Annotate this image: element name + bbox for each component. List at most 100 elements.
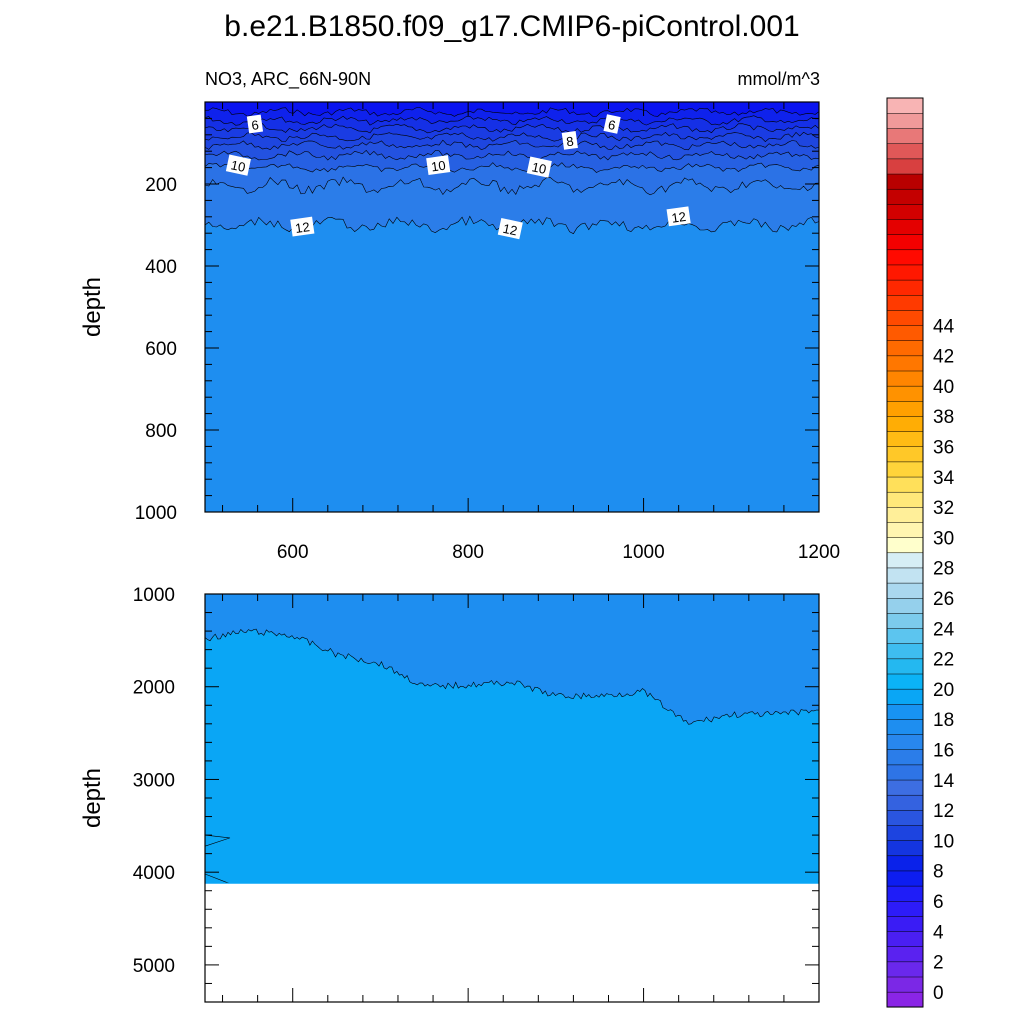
contour-label-text: 6	[250, 117, 259, 133]
colorbar-swatch	[886, 370, 924, 387]
colorbar-label: 38	[933, 407, 954, 428]
colorbar-swatch	[886, 703, 924, 720]
colorbar-swatch	[886, 961, 924, 978]
upper-frame	[204, 101, 820, 513]
colorbar-label: 42	[933, 347, 954, 368]
upper-panel: NO3, ARC_66N-90N mmol/m^3 6 6 8 10 10 10 12 12 1…	[79, 69, 840, 563]
upper-axis-ticks: 200 400 600 800 1000 600 800 1000 1200	[135, 102, 840, 563]
colorbar-swatch	[886, 885, 924, 902]
colorbar-swatch	[886, 552, 924, 569]
colorbar-swatch	[886, 325, 924, 341]
colorbar-swatch	[886, 582, 924, 599]
colorbar-swatch	[886, 203, 924, 220]
contour-line	[204, 107, 820, 117]
y-tick-label: 1000	[135, 503, 177, 524]
contour-label-box	[290, 216, 315, 237]
upper-fill-layers	[205, 102, 819, 512]
colorbar-swatch	[886, 537, 924, 554]
colorbar-label: 4	[933, 922, 944, 943]
colorbar-swatch	[886, 931, 924, 947]
colorbar-swatch	[886, 309, 924, 326]
x-tick-label: 600	[277, 542, 309, 563]
colorbar-label: 18	[933, 710, 954, 731]
colorbar-swatch	[886, 143, 924, 160]
contour-label: 8	[561, 131, 578, 150]
subtitle-units: mmol/m^3	[738, 69, 820, 89]
colorbar-label: 32	[933, 498, 954, 519]
contour-label-box	[561, 131, 578, 150]
lower-panel: 1000 2000 3000 4000 5000 depth	[79, 585, 820, 1003]
upper-fill-surface	[205, 102, 819, 108]
contour-label-text: 6	[607, 117, 617, 133]
contour-line	[204, 115, 819, 126]
colorbar-swatch	[886, 870, 924, 887]
contour-label: 10	[426, 155, 451, 176]
y-tick-label: 1000	[133, 585, 175, 606]
colorbar-swatch	[886, 128, 924, 145]
colorbar-label: 8	[933, 862, 944, 883]
contour-label: 10	[526, 156, 552, 178]
x-tick-label: 800	[452, 542, 484, 563]
y-tick-label: 800	[145, 421, 177, 442]
contour-label-text: 10	[230, 157, 247, 175]
x-tick-label: 1200	[798, 542, 840, 563]
contour-label-box	[426, 155, 451, 176]
contour-label-text: 12	[501, 221, 518, 239]
colorbar-label: 30	[933, 528, 954, 549]
contour-line	[204, 628, 820, 725]
colorbar-label: 20	[933, 680, 954, 701]
colorbar-label: 40	[933, 377, 954, 398]
contour-label-box	[497, 218, 523, 240]
y-tick-label: 600	[145, 339, 177, 360]
contour-label: 12	[497, 218, 523, 240]
colorbar-swatch	[886, 476, 924, 493]
colorbar-label: 0	[933, 983, 944, 1004]
y-tick-label: 2000	[133, 678, 175, 699]
contour-label-text: 8	[565, 133, 574, 149]
contour-label-box	[666, 206, 691, 227]
colorbar-swatch	[886, 461, 924, 478]
lower-contour-lines	[204, 628, 820, 884]
colorbar-swatch	[886, 112, 924, 129]
colorbar-label: 12	[933, 801, 954, 822]
contour-label-text: 10	[530, 159, 547, 177]
colorbar-swatch	[886, 643, 924, 660]
contour-line	[204, 131, 820, 143]
y-tick-label: 400	[145, 257, 177, 278]
colorbar-swatch	[886, 855, 924, 872]
contour-label: 10	[225, 154, 251, 176]
contour-line	[204, 139, 820, 151]
contour-label-text: 12	[671, 209, 687, 226]
colorbar-swatch	[886, 249, 924, 266]
contour-line	[204, 149, 820, 161]
colorbar-swatch	[886, 218, 924, 235]
colorbar-swatch	[886, 809, 924, 826]
contour-label: 6	[246, 114, 264, 134]
colorbar-swatch	[886, 628, 924, 644]
colorbar: 0246810121416182022242628303234363840424…	[886, 97, 955, 1008]
colorbar-swatch	[886, 385, 924, 402]
colorbar-label: 14	[933, 771, 955, 792]
contour-label-box	[246, 114, 264, 134]
colorbar-label: 22	[933, 650, 954, 671]
colorbar-frame	[886, 97, 924, 1008]
contour-line	[204, 873, 230, 884]
colorbar-label: 2	[933, 953, 944, 974]
colorbar-swatch	[886, 794, 924, 811]
colorbar-swatch	[886, 279, 924, 296]
colorbar-swatch	[886, 991, 924, 1008]
contour-label-text: 10	[430, 158, 446, 175]
contour-label-box	[603, 114, 621, 134]
upper-ylabel: depth	[79, 277, 106, 337]
colorbar-swatch	[886, 749, 924, 766]
contour-label: 6	[603, 114, 621, 134]
lower-axis-ticks: 1000 2000 3000 4000 5000	[133, 585, 820, 1002]
contour-line	[204, 123, 820, 134]
contour-label-box	[526, 156, 552, 178]
contour-label-box	[225, 154, 251, 176]
y-tick-label: 200	[145, 175, 177, 196]
lower-fill-layers	[205, 594, 819, 884]
colorbar-swatch	[886, 521, 924, 538]
colorbar-swatch	[886, 840, 924, 857]
colorbar-swatch	[886, 688, 924, 705]
